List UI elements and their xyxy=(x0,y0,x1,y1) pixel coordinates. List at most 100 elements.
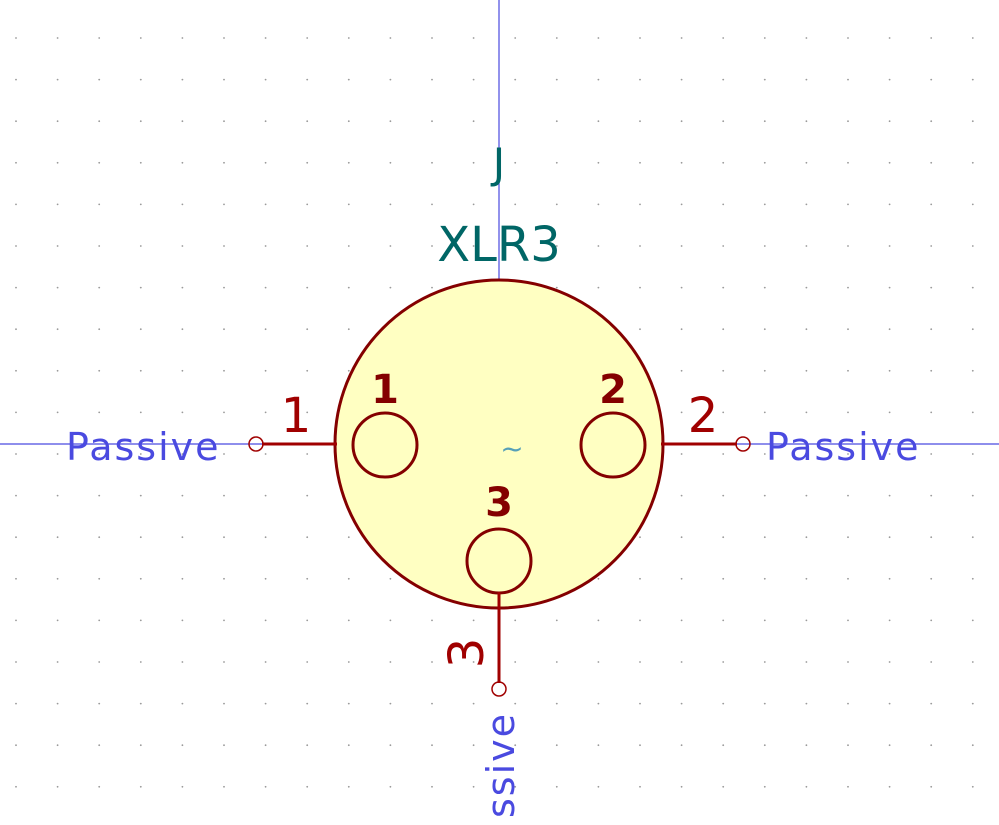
grid-dot xyxy=(98,120,101,123)
grid-dot xyxy=(597,161,600,164)
grid-dot xyxy=(431,619,433,622)
grid-dot xyxy=(847,494,849,497)
grid-dot xyxy=(181,411,184,414)
grid-dot xyxy=(306,120,309,123)
grid-dot xyxy=(680,328,683,331)
grid-dot xyxy=(514,702,517,705)
grid-dot xyxy=(223,702,225,705)
grid-dot xyxy=(639,536,641,539)
grid-dot xyxy=(181,203,184,206)
grid-dot xyxy=(264,78,267,81)
grid-dot xyxy=(98,661,101,663)
grid-dot xyxy=(555,161,558,164)
grid-dot xyxy=(98,702,101,705)
pin-3[interactable]: 3 ssive xyxy=(439,592,523,818)
grid-dot xyxy=(847,453,849,455)
grid-dot xyxy=(971,661,974,663)
grid-dot xyxy=(15,369,17,372)
grid-dot xyxy=(98,785,101,788)
grid-dot xyxy=(680,744,683,747)
grid-dot xyxy=(98,245,101,247)
grid-dot xyxy=(722,286,725,289)
grid-dot xyxy=(15,411,17,414)
grid-dot xyxy=(15,328,17,331)
grid-dot xyxy=(98,536,101,539)
grid-dot xyxy=(514,203,517,206)
grid-dot xyxy=(555,203,558,206)
grid-dot xyxy=(514,785,517,788)
grid-dot xyxy=(680,702,683,705)
grid-dot xyxy=(888,369,891,372)
grid-dot xyxy=(389,37,392,39)
grid-dot xyxy=(847,369,849,372)
grid-dot xyxy=(763,411,766,414)
grid-dot xyxy=(306,78,309,81)
grid-dot xyxy=(56,203,59,206)
grid-dot xyxy=(347,619,350,622)
pin-3-endpoint[interactable] xyxy=(491,681,507,697)
grid-dot xyxy=(181,453,184,455)
grid-dot xyxy=(805,203,808,206)
reference-designator[interactable]: J xyxy=(490,139,505,188)
grid-dot xyxy=(971,702,974,705)
grid-dot xyxy=(15,661,17,663)
grid-dot xyxy=(680,577,683,580)
pin-1-type: Passive xyxy=(66,425,221,469)
pin-1[interactable]: 1 Passive xyxy=(66,388,337,469)
grid-dot xyxy=(223,661,225,663)
grid-dot xyxy=(472,203,475,206)
grid-dot xyxy=(930,203,933,206)
grid-dot xyxy=(680,785,683,788)
grid-dot xyxy=(888,661,891,663)
grid-dot xyxy=(223,328,225,331)
grid-dot xyxy=(763,203,766,206)
grid-dot xyxy=(763,785,766,788)
grid-dot xyxy=(347,161,350,164)
grid-dot xyxy=(139,494,142,497)
grid-dot xyxy=(888,203,891,206)
grid-dot xyxy=(680,661,683,663)
grid-dot xyxy=(431,203,433,206)
pin-3-type: ssive xyxy=(479,712,523,818)
grid-dot xyxy=(805,411,808,414)
grid-dot xyxy=(472,120,475,123)
grid-dot xyxy=(971,785,974,788)
grid-dot xyxy=(181,661,184,663)
grid-dot xyxy=(597,245,600,247)
grid-dot xyxy=(223,494,225,497)
grid-dot xyxy=(347,702,350,705)
grid-dot xyxy=(223,161,225,164)
grid-dot xyxy=(56,536,59,539)
grid-dot xyxy=(805,536,808,539)
grid-dot xyxy=(971,245,974,247)
value-field[interactable]: XLR3 xyxy=(437,217,561,273)
grid-dot xyxy=(888,536,891,539)
grid-dot xyxy=(139,536,142,539)
grid-dot xyxy=(139,245,142,247)
grid-dot xyxy=(56,494,59,497)
grid-dot xyxy=(431,78,433,81)
connector-body[interactable] xyxy=(333,278,665,610)
pin-1-endpoint[interactable] xyxy=(248,436,264,452)
grid-dot xyxy=(514,744,517,747)
grid-dot xyxy=(431,286,433,289)
grid-dot xyxy=(930,661,933,663)
grid-dot xyxy=(56,661,59,663)
pin-2-endpoint[interactable] xyxy=(735,436,751,452)
grid-dot xyxy=(888,453,891,455)
grid-dot xyxy=(639,37,641,39)
grid-dot xyxy=(347,78,350,81)
grid-dot xyxy=(306,286,309,289)
grid-dot xyxy=(930,78,933,81)
grid-dot xyxy=(639,702,641,705)
grid-dot xyxy=(223,369,225,372)
grid-dot xyxy=(347,369,350,372)
grid-dot xyxy=(722,245,725,247)
pin-2[interactable]: 2 Passive xyxy=(661,388,921,469)
grid-dot xyxy=(514,78,517,81)
grid-dot xyxy=(514,619,517,622)
grid-dot xyxy=(722,536,725,539)
grid-dot xyxy=(930,120,933,123)
grid-dot xyxy=(722,494,725,497)
